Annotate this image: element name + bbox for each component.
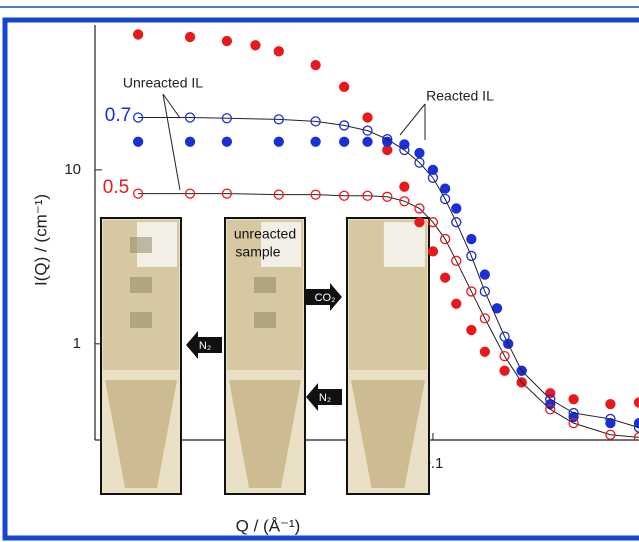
data-point — [415, 218, 424, 227]
data-point — [500, 366, 509, 375]
photo-text: unreacted — [234, 226, 296, 242]
data-point — [134, 137, 143, 146]
data-point — [186, 137, 195, 146]
data-point — [569, 395, 578, 404]
photo — [347, 218, 429, 494]
data-point — [467, 326, 476, 335]
arrow-label: N₂ — [199, 340, 211, 352]
data-point — [441, 184, 450, 193]
y-axis-label: I(Q) / (cm⁻¹) — [31, 194, 50, 286]
photo-text: sample — [235, 244, 280, 260]
data-point — [222, 137, 231, 146]
x-axis-label: Q / (Å⁻¹) — [236, 516, 301, 535]
data-point — [186, 33, 195, 42]
arrow-label: N₂ — [319, 392, 331, 404]
data-point — [415, 148, 424, 157]
tube-marking — [254, 312, 276, 328]
data-point — [274, 47, 283, 56]
leader — [400, 104, 425, 135]
tube-marking — [130, 277, 152, 293]
leader — [163, 94, 180, 190]
data-point — [311, 61, 320, 70]
annotation: Unreacted IL — [123, 75, 203, 91]
data-point — [311, 137, 320, 146]
arrow-label: CO₂ — [315, 292, 336, 304]
tube-marking — [130, 237, 152, 253]
y-tick-label: 1 — [73, 335, 81, 352]
figure: Q / (Å⁻¹) I(Q) / (cm⁻¹) 1100.010.1unreac… — [0, 0, 639, 542]
data-point — [400, 182, 409, 191]
data-point — [635, 398, 639, 407]
data-point — [441, 273, 450, 282]
annotation: Reacted IL — [426, 88, 494, 104]
data-point — [134, 30, 143, 39]
data-point — [251, 41, 260, 50]
data-point — [428, 247, 437, 256]
data-point — [363, 137, 372, 146]
data-point — [452, 299, 461, 308]
tube-label — [384, 222, 425, 267]
data-point — [606, 400, 615, 409]
data-point — [452, 204, 461, 213]
photo — [101, 218, 181, 494]
series-label: 0.7 — [105, 105, 131, 126]
data-point — [274, 137, 283, 146]
tube-marking — [130, 312, 152, 328]
tube-marking — [254, 277, 276, 293]
series-label: 0.5 — [103, 177, 129, 198]
data-point — [222, 37, 231, 46]
data-point — [480, 347, 489, 356]
data-point — [480, 270, 489, 279]
data-point — [363, 113, 372, 122]
data-point — [467, 235, 476, 244]
data-point — [340, 137, 349, 146]
y-tick-label: 10 — [64, 161, 81, 178]
data-point — [340, 82, 349, 91]
